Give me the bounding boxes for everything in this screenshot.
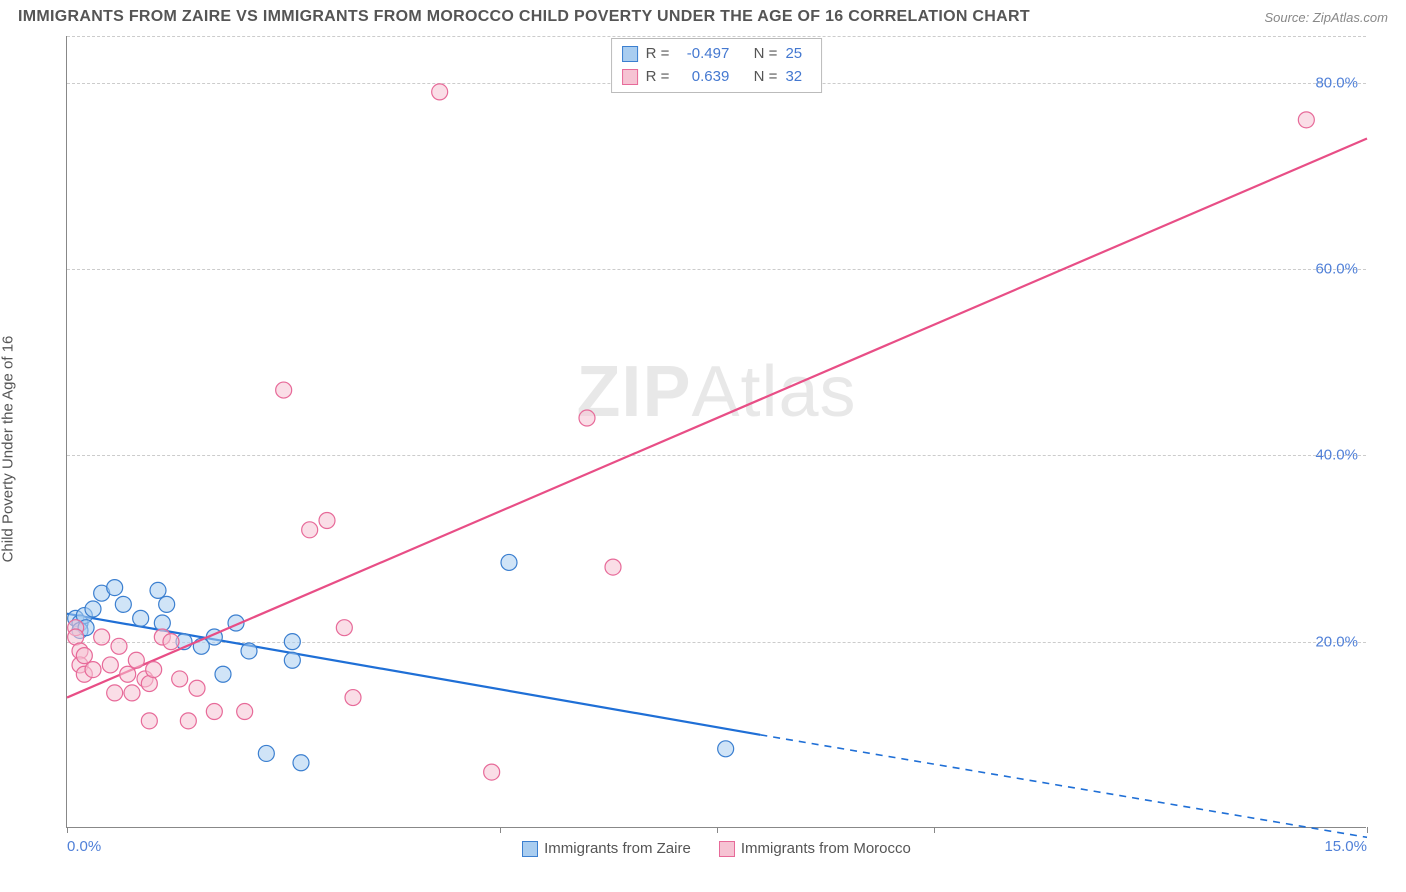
data-point: [102, 657, 118, 673]
data-point: [718, 741, 734, 757]
data-point: [237, 704, 253, 720]
bottom-legend: Immigrants from Zaire Immigrants from Mor…: [67, 840, 1366, 857]
stat-r-value: -0.497: [677, 43, 729, 66]
legend-item: Immigrants from Zaire: [522, 840, 691, 857]
trend-line: [67, 138, 1367, 697]
data-point: [345, 690, 361, 706]
data-point: [605, 559, 621, 575]
data-point: [141, 713, 157, 729]
data-point: [241, 643, 257, 659]
data-point: [115, 596, 131, 612]
data-point: [293, 755, 309, 771]
data-point: [146, 662, 162, 678]
data-point: [180, 713, 196, 729]
source-attribution: Source: ZipAtlas.com: [1264, 10, 1388, 25]
chart-container: Child Poverty Under the Age of 16 20.0%4…: [18, 30, 1366, 868]
plot-area: 20.0%40.0%60.0%80.0%0.0%15.0%ZIPAtlasR =…: [66, 36, 1366, 828]
plot-svg: [67, 36, 1367, 828]
data-point: [501, 554, 517, 570]
legend-swatch: [622, 46, 638, 62]
stats-row: R = -0.497 N = 25: [622, 43, 812, 66]
data-point: [107, 685, 123, 701]
data-point: [284, 634, 300, 650]
data-point: [128, 652, 144, 668]
stat-r-value: 0.639: [677, 66, 729, 89]
stats-row: R = 0.639 N = 32: [622, 66, 812, 89]
data-point: [150, 582, 166, 598]
data-point: [258, 745, 274, 761]
y-axis-label: Child Poverty Under the Age of 16: [0, 336, 17, 563]
data-point: [432, 84, 448, 100]
data-point: [189, 680, 205, 696]
data-point: [284, 652, 300, 668]
chart-title: IMMIGRANTS FROM ZAIRE VS IMMIGRANTS FROM…: [18, 8, 1030, 26]
data-point: [124, 685, 140, 701]
data-point: [206, 704, 222, 720]
data-point: [159, 596, 175, 612]
stat-n-label: N =: [754, 43, 778, 66]
data-point: [163, 634, 179, 650]
data-point: [76, 648, 92, 664]
stat-n-value: 32: [785, 66, 811, 89]
source-value: ZipAtlas.com: [1313, 10, 1388, 25]
data-point: [336, 620, 352, 636]
trend-line: [67, 614, 760, 735]
data-point: [85, 662, 101, 678]
stats-legend-box: R = -0.497 N = 25 R = 0.639 N = 32: [611, 38, 823, 93]
data-point: [94, 629, 110, 645]
data-point: [484, 764, 500, 780]
legend-swatch: [719, 841, 735, 857]
stat-r-label: R =: [646, 43, 670, 66]
stat-r-label: R =: [646, 66, 670, 89]
legend-label: Immigrants from Zaire: [544, 840, 691, 857]
data-point: [111, 638, 127, 654]
data-point: [107, 580, 123, 596]
legend-swatch: [622, 69, 638, 85]
data-point: [85, 601, 101, 617]
data-point: [319, 513, 335, 529]
data-point: [172, 671, 188, 687]
legend-label: Immigrants from Morocco: [741, 840, 911, 857]
data-point: [302, 522, 318, 538]
data-point: [579, 410, 595, 426]
data-point: [276, 382, 292, 398]
data-point: [215, 666, 231, 682]
stat-n-label: N =: [754, 66, 778, 89]
stat-n-value: 25: [785, 43, 811, 66]
x-tick-mark: [1367, 827, 1368, 833]
data-point: [120, 666, 136, 682]
trend-line-dashed: [760, 735, 1367, 837]
data-point: [1298, 112, 1314, 128]
legend-swatch: [522, 841, 538, 857]
source-label: Source:: [1264, 10, 1312, 25]
legend-item: Immigrants from Morocco: [719, 840, 911, 857]
data-point: [133, 610, 149, 626]
title-bar: IMMIGRANTS FROM ZAIRE VS IMMIGRANTS FROM…: [0, 0, 1406, 30]
